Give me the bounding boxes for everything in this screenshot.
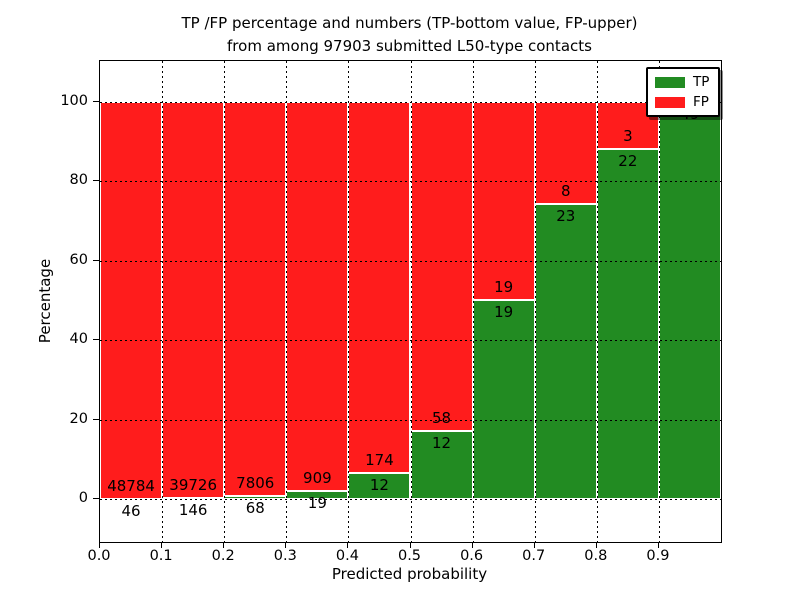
chart-title-line2: from among 97903 submitted L50-type cont…	[227, 37, 592, 55]
fp-bar	[534, 101, 597, 205]
tp-bar	[348, 473, 411, 500]
horizontal-gridline	[100, 419, 721, 421]
horizontal-gridline	[100, 181, 721, 183]
legend-label-fp: FP	[693, 94, 709, 110]
vertical-gridline	[658, 61, 660, 542]
tp-bar	[534, 204, 597, 500]
horizontal-gridline	[100, 260, 721, 262]
x-axis-label: Predicted probability	[331, 565, 488, 583]
y-tick-label: 100	[60, 92, 88, 109]
y-tick-label: 20	[69, 410, 88, 427]
tp-count-label: 23	[556, 207, 576, 226]
x-tick-mark	[223, 542, 225, 548]
bars-layer	[100, 61, 721, 542]
vertical-gridline	[534, 61, 536, 542]
y-tick-label: 0	[78, 490, 88, 507]
x-tick-mark	[161, 542, 163, 548]
y-tick-mark	[93, 418, 99, 420]
tp-count-label: 22	[618, 152, 638, 171]
legend-label-tp: TP	[693, 74, 710, 90]
x-tick-label: 0.1	[149, 548, 173, 564]
y-tick-mark	[93, 498, 99, 500]
tp-bar	[410, 430, 473, 500]
x-tick-label: 0.3	[273, 548, 297, 564]
horizontal-gridline	[100, 340, 721, 342]
y-tick-mark	[93, 259, 99, 261]
legend-item-fp: FP	[655, 95, 709, 109]
tp-count-label: 146	[178, 500, 208, 519]
vertical-gridline	[224, 61, 226, 542]
y-tick-mark	[93, 100, 99, 102]
tp-count-label: 46	[121, 501, 141, 520]
x-tick-label: 0.4	[335, 548, 359, 564]
fp-count-label: 48784	[107, 476, 155, 495]
fp-count-label: 58	[432, 408, 452, 427]
x-tick-mark	[471, 542, 473, 548]
fp-bar	[100, 101, 163, 499]
y-tick-label: 60	[69, 251, 88, 268]
horizontal-gridline	[100, 101, 721, 103]
vertical-gridline	[286, 61, 288, 542]
x-tick-mark	[409, 542, 411, 548]
x-tick-label: 0.0	[87, 548, 111, 564]
vertical-gridline	[472, 61, 474, 542]
legend: TP FP	[646, 67, 721, 117]
x-tick-mark	[347, 542, 349, 548]
fp-count-label: 19	[494, 278, 514, 297]
legend-item-tp: TP	[655, 75, 709, 89]
x-tick-mark	[285, 542, 287, 548]
grid-layer	[100, 61, 721, 542]
horizontal-gridline	[100, 499, 721, 501]
chart-title-line1: TP /FP percentage and numbers (TP-bottom…	[181, 14, 638, 32]
vertical-gridline	[348, 61, 350, 542]
fp-count-label: 7806	[236, 473, 275, 492]
x-tick-label: 0.9	[646, 548, 670, 564]
fp-count-label: 39726	[169, 475, 217, 494]
fp-bar	[224, 101, 287, 496]
x-tick-label: 0.5	[397, 548, 422, 564]
x-tick-mark	[595, 542, 597, 548]
chart-title: TP /FP percentage and numbers (TP-bottom…	[99, 12, 720, 58]
fp-count-label: 174	[365, 451, 394, 470]
tp-count-label: 68	[245, 498, 265, 517]
x-tick-mark	[99, 542, 100, 548]
x-tick-label: 0.6	[460, 548, 484, 564]
fp-count-label: 909	[303, 468, 332, 487]
y-tick-mark	[93, 339, 99, 341]
tp-count-label: 19	[494, 303, 514, 322]
tp-bar	[596, 149, 659, 500]
x-tick-label: 0.8	[584, 548, 608, 564]
tp-swatch-icon	[655, 76, 685, 88]
x-tick-mark	[533, 542, 535, 548]
vertical-gridline	[596, 61, 598, 542]
fp-swatch-icon	[655, 96, 685, 108]
fp-bar	[348, 101, 411, 474]
vertical-gridline	[162, 61, 164, 542]
plot-area: 48784 46 39726 146 7806 68 909 19 174 12 58 12 19 19 8…	[99, 60, 722, 543]
fp-count-label: 3	[623, 127, 633, 146]
fp-bar	[286, 101, 349, 491]
y-tick-label: 40	[69, 331, 88, 348]
tp-count-label: 12	[369, 476, 389, 495]
x-tick-mark	[657, 542, 659, 548]
y-tick-mark	[93, 180, 99, 182]
tp-bar	[472, 300, 535, 500]
x-tick-label: 0.7	[522, 548, 546, 564]
fp-bar	[472, 101, 535, 301]
bar-labels-layer: 48784 46 39726 146 7806 68 909 19 174 12 58 12 19 19 8…	[100, 61, 721, 542]
y-tick-label: 80	[69, 172, 88, 189]
x-tick-label: 0.2	[211, 548, 235, 564]
vertical-gridline	[410, 61, 412, 542]
tp-count-label: 12	[432, 433, 452, 452]
fp-count-label: 8	[560, 182, 571, 201]
tp-count-label: 19	[307, 493, 327, 512]
